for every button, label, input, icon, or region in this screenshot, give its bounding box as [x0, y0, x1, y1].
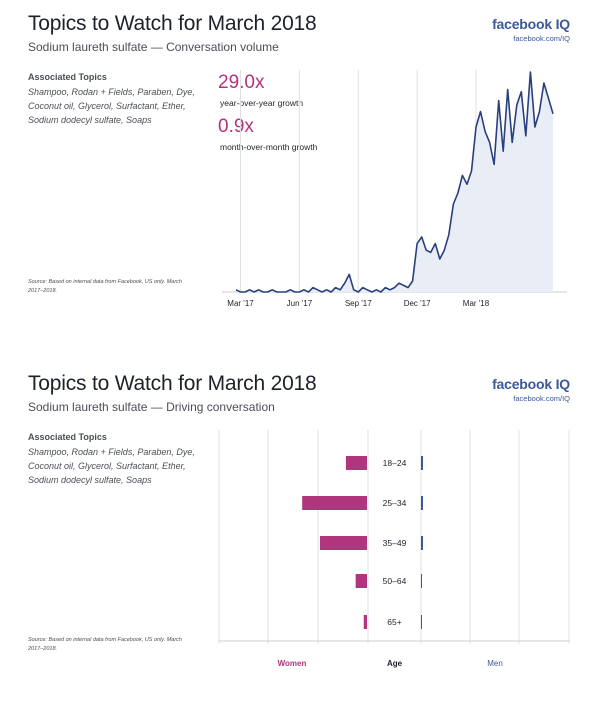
facebook-iq-logo[interactable]: facebook IQ facebook.com/IQ [492, 376, 570, 403]
women-bar [320, 536, 367, 550]
yoy-growth-label: year-over-year growth [220, 98, 304, 108]
associated-topics: Associated Topics Shampoo, Rodan + Field… [28, 72, 213, 127]
men-bar [421, 615, 422, 629]
age-label: 35–49 [383, 538, 407, 548]
panel-title: Topics to Watch for March 2018 [28, 372, 317, 395]
x-tick-label: Dec '17 [404, 299, 431, 308]
conversation-volume-panel: Topics to Watch for March 2018 Sodium la… [0, 0, 600, 340]
men-bar [421, 574, 422, 588]
age-label: 65+ [387, 617, 401, 627]
associated-topics-heading: Associated Topics [28, 432, 107, 442]
mom-growth-value: 0.9x [218, 116, 254, 137]
x-tick-label: Sep '17 [345, 299, 372, 308]
women-bar [345, 456, 367, 470]
age-label: 25–34 [383, 498, 407, 508]
associated-topics-heading: Associated Topics [28, 72, 107, 82]
men-label: Men [487, 659, 503, 668]
brand-name: facebook IQ [492, 16, 570, 32]
conversation-volume-chart: Mar '17 Jun '17 Sep '17 Dec '17 Mar '18 [222, 70, 567, 308]
associated-topics-list: Shampoo, Rodan + Fields, Paraben, Dye, C… [28, 87, 195, 125]
brand-url-link[interactable]: facebook.com/IQ [513, 34, 570, 43]
age-gender-chart: 18–24 25–34 35–49 50–64 65+ Women Age Men [218, 430, 570, 668]
driving-conversation-panel: Topics to Watch for March 2018 Sodium la… [0, 360, 600, 716]
men-bar [421, 496, 423, 510]
brand-name: facebook IQ [492, 376, 570, 392]
x-tick-label: Mar '18 [463, 299, 490, 308]
women-label: Women [278, 659, 307, 668]
source-note: Source: Based on internal data from Face… [28, 637, 182, 652]
panel-title: Topics to Watch for March 2018 [28, 12, 317, 35]
women-bar [302, 496, 367, 510]
volume-area [236, 72, 553, 292]
x-tick-label: Jun '17 [287, 299, 313, 308]
yoy-growth-value: 29.0x [218, 72, 265, 93]
panel-subtitle: Sodium laureth sulfate — Driving convers… [28, 400, 275, 414]
panel-subtitle: Sodium laureth sulfate — Conversation vo… [28, 40, 279, 54]
women-bar [363, 615, 367, 629]
volume-line [235, 71, 554, 293]
brand-url-link[interactable]: facebook.com/IQ [513, 394, 570, 403]
women-bar [355, 574, 367, 588]
age-label: 18–24 [383, 458, 407, 468]
mom-growth-label: month-over-month growth [220, 142, 318, 152]
x-tick-label: Mar '17 [227, 299, 254, 308]
men-bar [421, 456, 423, 470]
associated-topics-list: Shampoo, Rodan + Fields, Paraben, Dye, C… [28, 447, 195, 485]
men-bar [421, 536, 423, 550]
age-axis-label: Age [387, 659, 403, 668]
associated-topics: Associated Topics Shampoo, Rodan + Field… [28, 432, 213, 487]
facebook-iq-logo[interactable]: facebook IQ facebook.com/IQ [492, 16, 570, 43]
age-label: 50–64 [383, 576, 407, 586]
source-note: Source: Based on internal data from Face… [28, 279, 182, 294]
